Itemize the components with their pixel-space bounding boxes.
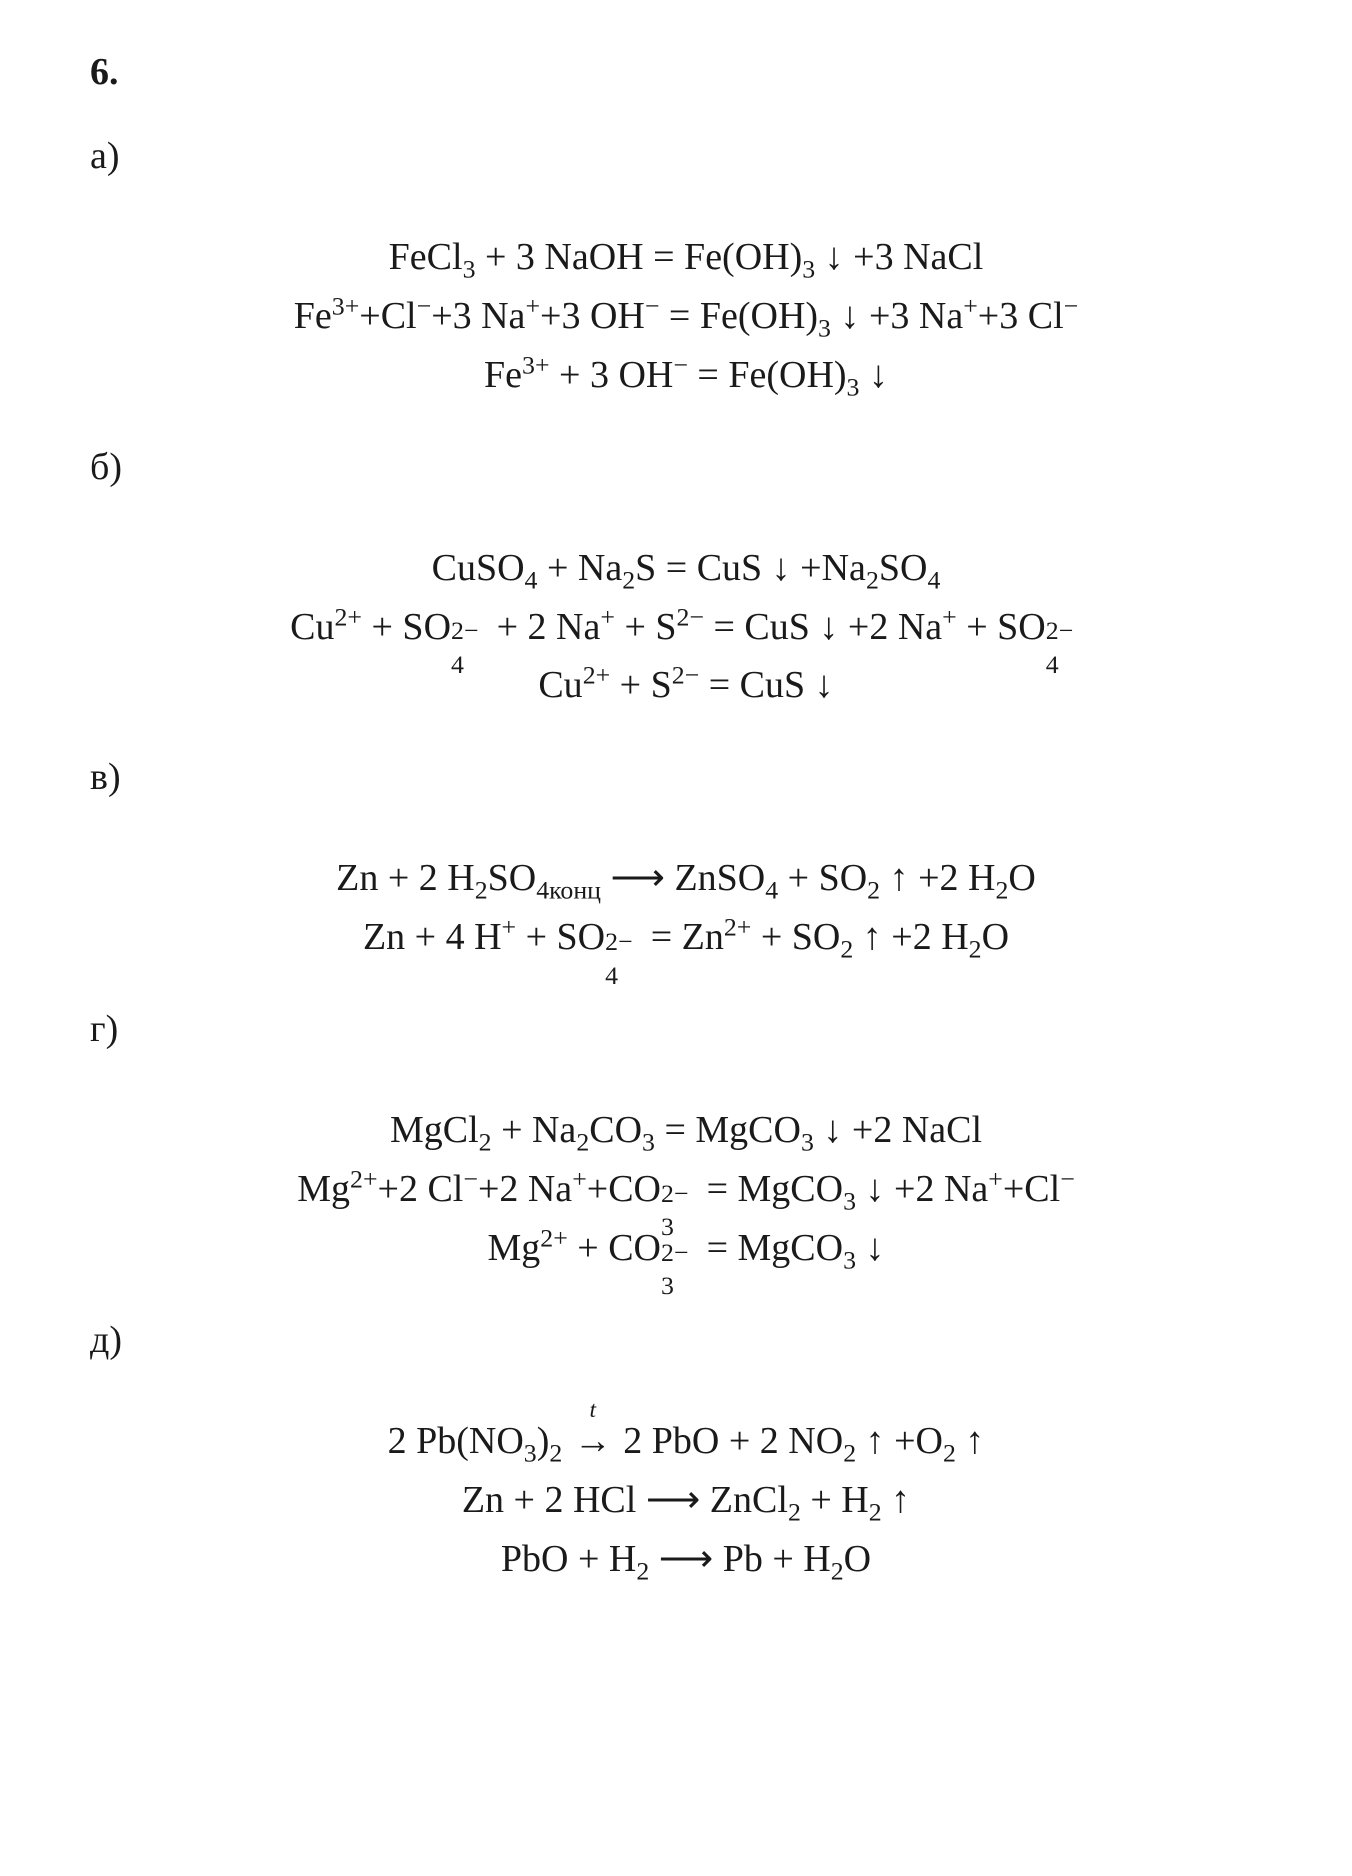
- equation-line: Zn + 4 H+ + SO2−4 = Zn2+ + SO2 ↑ +2 H2O: [90, 908, 1282, 967]
- part-label-g: г): [90, 1007, 1282, 1051]
- equations-g: MgCl2 + Na2CO3 = MgCO3 ↓ +2 NaCl Mg2++2 …: [90, 1101, 1282, 1278]
- problem-number: 6.: [90, 50, 1282, 94]
- equation-line: Mg2++2 Cl−+2 Na++CO2−3 = MgCO3 ↓ +2 Na++…: [90, 1160, 1282, 1219]
- equations-a: FeCl3 + 3 NaOH = Fe(OH)3 ↓ +3 NaCl Fe3++…: [90, 228, 1282, 405]
- equation-line: CuSO4 + Na2S = CuS ↓ +Na2SO4: [90, 539, 1282, 598]
- equation-line: Fe3+ + 3 OH− = Fe(OH)3 ↓: [90, 346, 1282, 405]
- equations-d: 2 Pb(NO3)2 t→ 2 PbO + 2 NO2 ↑ +O2 ↑ Zn +…: [90, 1412, 1282, 1589]
- arrow-with-t-icon: t→: [572, 1412, 614, 1471]
- equation-line: Zn + 2 HCl ⟶ ZnCl2 + H2 ↑: [90, 1471, 1282, 1530]
- equation-line: Mg2+ + CO2−3 = MgCO3 ↓: [90, 1219, 1282, 1278]
- equation-line: Fe3++Cl−+3 Na++3 OH− = Fe(OH)3 ↓ +3 Na++…: [90, 287, 1282, 346]
- equations-b: CuSO4 + Na2S = CuS ↓ +Na2SO4 Cu2+ + SO2−…: [90, 539, 1282, 716]
- part-label-d: д): [90, 1318, 1282, 1362]
- part-label-v: в): [90, 755, 1282, 799]
- part-label-a: а): [90, 134, 1282, 178]
- equation-line: Zn + 2 H2SO4конц ⟶ ZnSO4 + SO2 ↑ +2 H2O: [90, 849, 1282, 908]
- part-label-b: б): [90, 445, 1282, 489]
- equation-line: MgCl2 + Na2CO3 = MgCO3 ↓ +2 NaCl: [90, 1101, 1282, 1160]
- document-page: 6. а) FeCl3 + 3 NaOH = Fe(OH)3 ↓ +3 NaCl…: [0, 0, 1352, 1876]
- equation-line: Cu2+ + SO2−4 + 2 Na+ + S2− = CuS ↓ +2 Na…: [90, 598, 1282, 657]
- equation-line: FeCl3 + 3 NaOH = Fe(OH)3 ↓ +3 NaCl: [90, 228, 1282, 287]
- equations-v: Zn + 2 H2SO4конц ⟶ ZnSO4 + SO2 ↑ +2 H2O …: [90, 849, 1282, 967]
- equation-line: PbO + H2 ⟶ Pb + H2O: [90, 1530, 1282, 1589]
- equation-line: Cu2+ + S2− = CuS ↓: [90, 656, 1282, 715]
- equation-line: 2 Pb(NO3)2 t→ 2 PbO + 2 NO2 ↑ +O2 ↑: [90, 1412, 1282, 1471]
